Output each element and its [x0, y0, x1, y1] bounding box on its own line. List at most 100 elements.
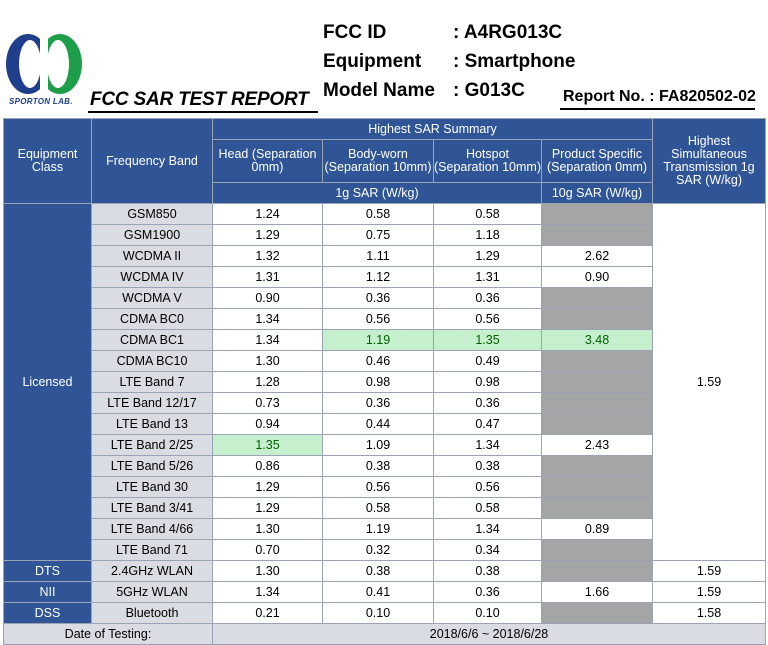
frequency-band-cell: WCDMA IV: [91, 266, 213, 288]
table-row: WCDMA II 1.32 1.11 1.29 2.62: [4, 245, 766, 267]
table-row: CDMA BC0 1.34 0.56 0.56: [4, 308, 766, 330]
simultaneous-cell: 1.59: [652, 560, 767, 582]
hotspot-sar-cell: 0.36: [433, 581, 542, 603]
frequency-band-cell: CDMA BC1: [91, 329, 213, 351]
report-header: SPORTON LAB. FCC SAR TEST REPORT FCC ID …: [0, 0, 768, 115]
body-sar-cell: 0.44: [322, 413, 434, 435]
equipment-value: : Smartphone: [453, 51, 576, 73]
table-row: WCDMA V 0.90 0.36 0.36: [4, 287, 766, 309]
head-sar-cell: 1.29: [212, 224, 323, 246]
date-of-testing-label: Date of Testing:: [3, 623, 213, 645]
frequency-band-cell: CDMA BC0: [91, 308, 213, 330]
head-sar-cell: 1.30: [212, 518, 323, 540]
product-sar-na-cell: [540, 224, 654, 246]
table-row: LTE Band 12/17 0.73 0.36 0.36: [4, 392, 766, 414]
body-sar-cell: 0.56: [322, 476, 434, 498]
body-sar-cell: 0.75: [322, 224, 434, 246]
fcc-id-label: FCC ID: [323, 22, 387, 43]
col-highest-simultaneous: Highest Simultaneous Transmission 1g SAR…: [652, 118, 767, 204]
product-sar-cell: 2.62: [540, 245, 654, 267]
head-sar-cell: 1.35: [212, 434, 323, 456]
frequency-band-cell: LTE Band 30: [91, 476, 213, 498]
frequency-band-cell: 5GHz WLAN: [91, 581, 213, 603]
sar-summary-table: Equipment Class Frequency Band Highest S…: [3, 118, 767, 645]
logo-text: SPORTON LAB.: [9, 97, 73, 106]
head-sar-cell: 1.28: [212, 371, 323, 393]
body-sar-cell: 0.38: [322, 560, 434, 582]
body-sar-cell: 0.56: [322, 308, 434, 330]
head-sar-cell: 0.90: [212, 287, 323, 309]
head-sar-cell: 1.32: [212, 245, 323, 267]
frequency-band-cell: LTE Band 3/41: [91, 497, 213, 519]
body-sar-cell: 0.98: [322, 371, 434, 393]
head-sar-cell: 0.73: [212, 392, 323, 414]
hotspot-sar-cell: 0.56: [433, 476, 542, 498]
product-sar-na-cell: [540, 371, 654, 393]
product-sar-na-cell: [540, 539, 654, 561]
equipment-class-cell: DTS: [3, 560, 92, 582]
table-row: LTE Band 2/25 1.35 1.09 1.34 2.43: [4, 434, 766, 456]
hotspot-sar-cell: 0.58: [433, 203, 542, 225]
head-sar-cell: 0.94: [212, 413, 323, 435]
head-sar-cell: 1.30: [212, 350, 323, 372]
sar-table-body: Licensed GSM850 1.24 0.58 0.58 1.59 GSM1900 1.2…: [3, 203, 767, 624]
frequency-band-cell: WCDMA II: [91, 245, 213, 267]
product-sar-na-cell: [540, 413, 654, 435]
body-sar-cell: 1.19: [322, 329, 434, 351]
table-row: LTE Band 3/41 1.29 0.58 0.58: [4, 497, 766, 519]
frequency-band-cell: LTE Band 12/17: [91, 392, 213, 414]
hotspot-sar-cell: 0.47: [433, 413, 542, 435]
hotspot-sar-cell: 1.35: [433, 329, 542, 351]
product-sar-cell: 1.66: [540, 581, 654, 603]
equipment-class-cell: NII: [3, 581, 92, 603]
head-sar-cell: 0.86: [212, 455, 323, 477]
simultaneous-cell: 1.58: [652, 602, 767, 624]
frequency-band-cell: LTE Band 2/25: [91, 434, 213, 456]
head-sar-cell: 1.29: [212, 497, 323, 519]
body-sar-cell: 0.58: [322, 203, 434, 225]
frequency-band-cell: LTE Band 4/66: [91, 518, 213, 540]
report-number: Report No. : FA820502-02: [563, 88, 756, 105]
unit-1g-sar: 1g SAR (W/kg): [212, 182, 542, 204]
table-row: LTE Band 30 1.29 0.56 0.56: [4, 476, 766, 498]
frequency-band-cell: GSM1900: [91, 224, 213, 246]
equipment-class-licensed: Licensed: [3, 203, 92, 561]
hotspot-sar-cell: 0.58: [433, 497, 542, 519]
head-sar-cell: 1.30: [212, 560, 323, 582]
unit-10g-sar: 10g SAR (W/kg): [540, 182, 654, 204]
title-underline: [88, 111, 318, 113]
frequency-band-cell: CDMA BC10: [91, 350, 213, 372]
frequency-band-cell: GSM850: [91, 203, 213, 225]
frequency-band-cell: LTE Band 71: [91, 539, 213, 561]
hotspot-sar-cell: 0.38: [433, 455, 542, 477]
body-sar-cell: 1.11: [322, 245, 434, 267]
hotspot-sar-cell: 1.31: [433, 266, 542, 288]
head-sar-cell: 1.34: [212, 308, 323, 330]
product-sar-na-cell: [540, 497, 654, 519]
fcc-id-value: : A4RG013C: [453, 22, 563, 44]
table-row: LTE Band 7 1.28 0.98 0.98: [4, 371, 766, 393]
hotspot-sar-cell: 0.36: [433, 287, 542, 309]
frequency-band-cell: Bluetooth: [91, 602, 213, 624]
table-row: DTS 2.4GHz WLAN 1.30 0.38 0.38 1.59: [3, 560, 767, 582]
col-head: Head (Separation 0mm): [212, 139, 323, 183]
date-of-testing-value: 2018/6/6 ~ 2018/6/28: [211, 623, 767, 645]
equipment-label: Equipment: [323, 51, 422, 72]
head-sar-cell: 1.34: [212, 581, 323, 603]
hotspot-sar-cell: 0.34: [433, 539, 542, 561]
product-sar-cell: 0.90: [540, 266, 654, 288]
body-sar-cell: 1.19: [322, 518, 434, 540]
hotspot-sar-cell: 0.49: [433, 350, 542, 372]
table-row: LTE Band 5/26 0.86 0.38 0.38: [4, 455, 766, 477]
table-row: CDMA BC10 1.30 0.46 0.49: [4, 350, 766, 372]
report-title: FCC SAR TEST REPORT: [90, 89, 309, 110]
product-sar-na-cell: [540, 560, 654, 582]
frequency-band-cell: LTE Band 5/26: [91, 455, 213, 477]
frequency-band-cell: LTE Band 7: [91, 371, 213, 393]
hotspot-sar-cell: 1.34: [433, 434, 542, 456]
table-row: NII 5GHz WLAN 1.34 0.41 0.36 1.66 1.59: [3, 581, 767, 603]
head-sar-cell: 1.24: [212, 203, 323, 225]
col-frequency-band: Frequency Band: [91, 118, 213, 204]
body-sar-cell: 0.58: [322, 497, 434, 519]
model-label: Model Name: [323, 80, 435, 101]
